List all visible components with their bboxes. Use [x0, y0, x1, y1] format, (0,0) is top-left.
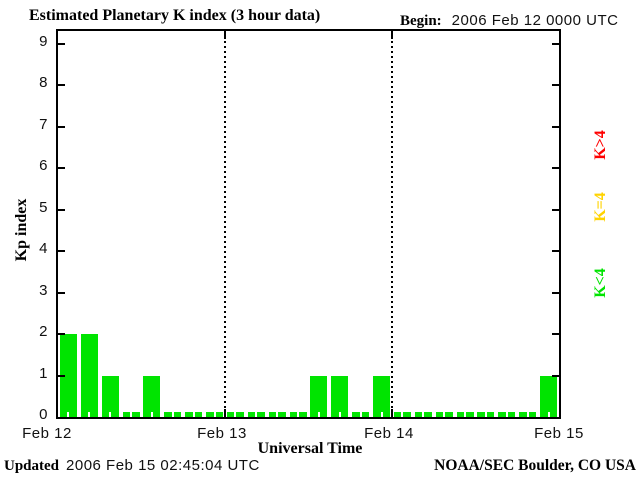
axis-tick-notch: [505, 412, 508, 417]
axis-tick-notch: [359, 412, 362, 417]
x-tick-label: Feb 14: [364, 425, 414, 442]
axis-tick-notch: [484, 412, 487, 417]
legend-label: K>4: [592, 130, 609, 160]
kp-bar: [310, 375, 328, 417]
kp-bar: [331, 375, 349, 417]
axis-tick-notch: [380, 412, 383, 417]
kp-bar: [80, 334, 98, 417]
y-tick-right: [552, 84, 559, 86]
legend-label: K<4: [592, 268, 609, 298]
plot-area: [56, 29, 561, 419]
y-tick-right: [552, 42, 559, 45]
day-tick-top: [224, 31, 226, 39]
axis-tick-notch: [109, 412, 112, 417]
axis-tick-notch: [526, 412, 529, 417]
updated-value: 2006 Feb 15 02:45:04 UTC: [66, 457, 260, 474]
y-tick-right: [552, 333, 559, 335]
y-tick-left: [58, 167, 65, 169]
day-tick-bottom: [391, 409, 393, 417]
kp-bar: [373, 375, 391, 417]
y-tick-left: [58, 125, 65, 128]
axis-tick-notch: [317, 412, 320, 417]
y-tick-left: [58, 374, 65, 377]
y-tick-right: [552, 167, 559, 169]
y-tick-left: [58, 291, 65, 294]
y-tick-label: 9: [39, 32, 48, 50]
kp-bar: [540, 375, 558, 417]
x-tick-label: Feb 15: [534, 425, 584, 442]
y-tick-left: [58, 42, 65, 45]
updated-timestamp: Updated 2006 Feb 15 02:45:04 UTC: [4, 457, 260, 475]
chart-title: Estimated Planetary K index (3 hour data…: [29, 7, 321, 24]
begin-timestamp: Begin: 2006 Feb 12 0000 UTC: [400, 12, 618, 30]
kp-bar: [59, 334, 77, 417]
y-tick-label: 1: [39, 364, 48, 382]
y-tick-right: [552, 374, 559, 377]
y-tick-left: [58, 250, 65, 252]
axis-tick-notch: [88, 412, 91, 417]
axis-tick-notch: [443, 412, 446, 417]
credit-text: NOAA/SEC Boulder, CO USA: [434, 457, 636, 474]
day-boundary-line: [391, 31, 393, 417]
x-axis-label: Universal Time: [257, 440, 363, 457]
x-tick-label: Feb 12: [22, 425, 72, 442]
axis-tick-notch: [150, 412, 153, 417]
begin-label: Begin:: [400, 13, 442, 29]
axis-tick-notch: [130, 412, 133, 417]
y-tick-left: [58, 333, 65, 335]
axis-tick-notch: [547, 412, 550, 417]
x-tick-label: Feb 13: [197, 425, 247, 442]
y-tick-right: [552, 208, 559, 211]
y-tick-right: [552, 125, 559, 128]
axis-tick-notch: [171, 412, 174, 417]
y-tick-left: [58, 84, 65, 86]
y-tick-right: [552, 250, 559, 252]
legend-label: K=4: [592, 192, 609, 222]
axis-tick-notch: [401, 412, 404, 417]
day-boundary-line: [224, 31, 226, 417]
axis-tick-notch: [276, 412, 279, 417]
kp-bar: [101, 375, 119, 417]
axis-tick-notch: [213, 412, 216, 417]
day-tick-top: [391, 31, 393, 39]
y-tick-label: 2: [39, 323, 48, 340]
y-tick-label: 5: [39, 198, 48, 216]
y-tick-label: 8: [39, 74, 48, 91]
axis-tick-notch: [297, 412, 300, 417]
y-tick-left: [58, 208, 65, 211]
y-tick-label: 4: [39, 240, 48, 257]
axis-tick-notch: [422, 412, 425, 417]
day-tick-bottom: [224, 409, 226, 417]
axis-tick-notch: [234, 412, 237, 417]
y-tick-right: [552, 291, 559, 294]
axis-tick-notch: [255, 412, 258, 417]
axis-tick-notch: [464, 412, 467, 417]
axis-tick-notch: [67, 412, 70, 417]
kp-bar: [143, 375, 161, 417]
begin-value: 2006 Feb 12 0000 UTC: [451, 12, 619, 29]
y-tick-label: 3: [39, 281, 48, 299]
axis-tick-notch: [192, 412, 195, 417]
y-tick-label: 0: [39, 406, 48, 423]
updated-label: Updated: [4, 458, 60, 474]
y-tick-label: 6: [39, 157, 48, 174]
y-tick-label: 7: [39, 115, 48, 133]
axis-tick-notch: [338, 412, 341, 417]
